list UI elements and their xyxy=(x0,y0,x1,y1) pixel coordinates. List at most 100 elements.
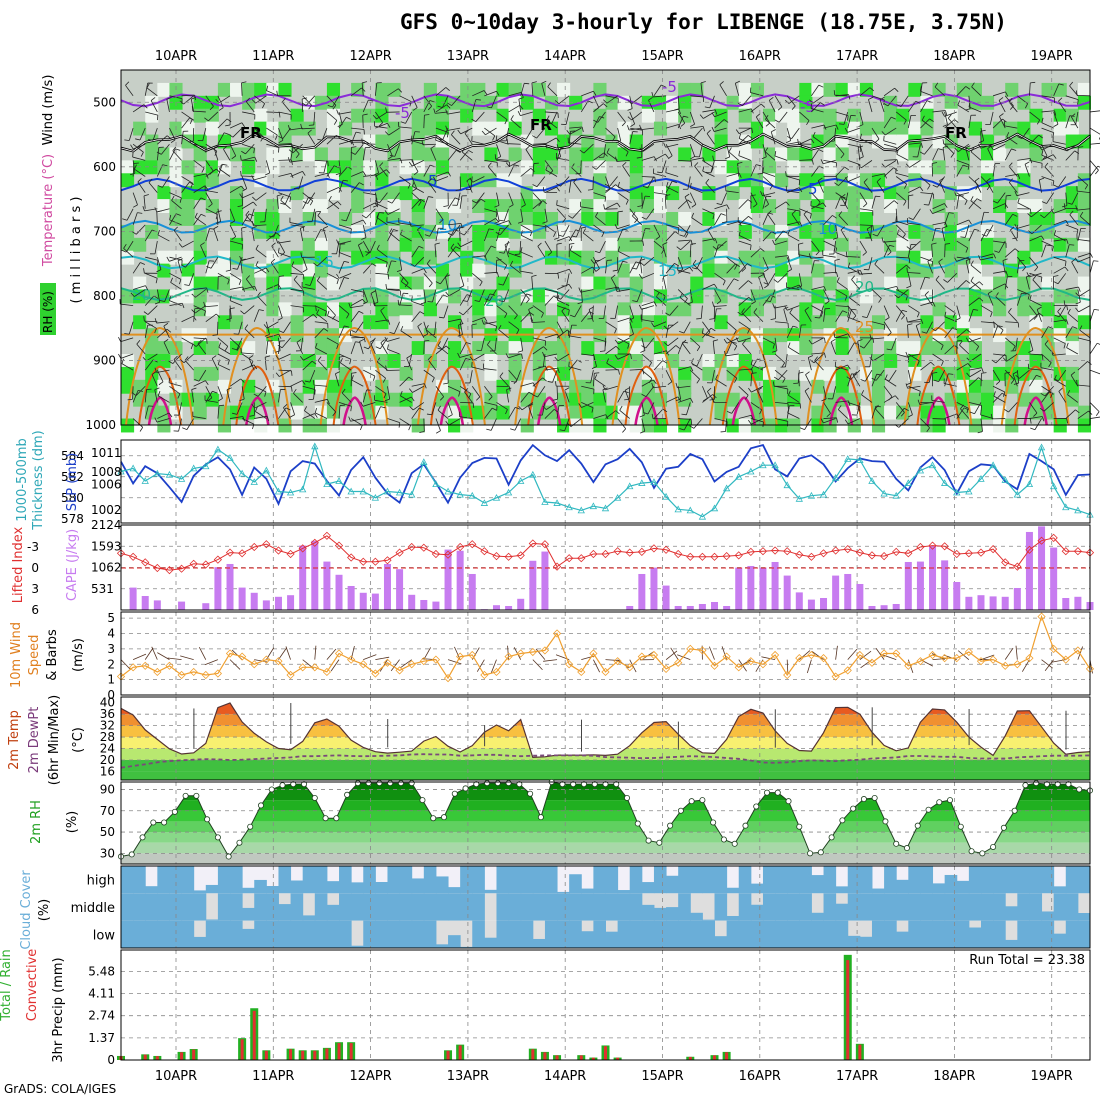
wind-barb-flag xyxy=(492,135,496,141)
lifted-index-point xyxy=(758,547,768,556)
wind-barb xyxy=(314,398,328,403)
rh-cell xyxy=(871,379,886,394)
wind-barb-flag xyxy=(602,385,606,391)
wind-barb-flag xyxy=(908,194,914,197)
rh-cell xyxy=(581,276,595,291)
rh-cell xyxy=(678,302,692,317)
wind-barb xyxy=(931,399,945,403)
wind-barb-flag xyxy=(581,126,584,132)
wind-barb xyxy=(580,206,594,210)
rh-cell xyxy=(302,237,316,252)
wind-barb xyxy=(1058,369,1067,382)
wind-barb-flag xyxy=(349,359,352,365)
wind-barb-flag xyxy=(313,262,318,267)
wind-barb-flag xyxy=(690,398,694,403)
wind-barb xyxy=(1004,248,1016,258)
wind-barb xyxy=(1065,409,1076,419)
wind-barb xyxy=(705,182,715,193)
wind-barb-flag xyxy=(433,108,436,114)
wind-barb xyxy=(1069,214,1079,226)
wind-barb-flag xyxy=(940,345,944,350)
wind-barb-flag xyxy=(1051,246,1054,252)
lifted-index-point xyxy=(383,556,392,565)
rh-cell xyxy=(399,289,413,304)
wind-barb-flag xyxy=(823,286,827,292)
wind-barb xyxy=(401,281,412,290)
wind-barb xyxy=(883,167,894,177)
wind-barb xyxy=(181,131,184,145)
wind-barb-flag xyxy=(479,281,483,287)
wind-barb xyxy=(895,224,906,235)
wind-barb-flag xyxy=(300,226,306,229)
wind-barb xyxy=(388,127,400,136)
wind-barb xyxy=(351,127,365,130)
cape-bar xyxy=(747,565,755,610)
wind-barb-flag xyxy=(245,210,250,216)
wind-barb-flag xyxy=(459,285,465,289)
rh-cell xyxy=(908,341,922,355)
wind-barb-flag xyxy=(799,221,803,227)
wind-barb xyxy=(377,361,388,371)
wind-barb-flag xyxy=(420,198,425,203)
wind-barb-flag xyxy=(393,229,399,232)
rh-cell xyxy=(496,108,510,123)
wind-barb xyxy=(1010,229,1018,242)
wind-barb-flag xyxy=(799,427,805,430)
rh-cell xyxy=(411,199,425,213)
wind-barb xyxy=(851,279,861,290)
wind-barb-flag xyxy=(275,355,280,360)
rh-cell xyxy=(435,160,450,175)
wind-barb xyxy=(643,256,655,266)
wind-barb-flag xyxy=(696,346,701,352)
wind-barb xyxy=(895,192,907,202)
rh-cell xyxy=(593,199,607,213)
wind-barb xyxy=(423,321,429,335)
wind-barb xyxy=(944,305,956,314)
rh-cell xyxy=(435,199,450,213)
wind-barb-flag xyxy=(737,161,743,164)
wind-barb xyxy=(503,208,509,222)
wind-barb-flag xyxy=(1041,150,1044,156)
wind-barb-flag xyxy=(894,87,899,92)
wind-barb xyxy=(956,86,967,97)
wind-barb xyxy=(412,402,425,411)
contour-label: 25 xyxy=(855,318,874,336)
wind-barb-flag xyxy=(241,122,245,128)
wind-barb xyxy=(290,289,304,292)
wind-barb xyxy=(581,266,593,274)
wind-barb-flag xyxy=(614,286,618,292)
wind-barb xyxy=(683,321,691,334)
thickness-point xyxy=(262,466,271,474)
wind-barb-flag xyxy=(1058,97,1063,102)
cape-bar xyxy=(335,574,343,610)
wind-barb xyxy=(363,192,377,196)
wind-barb xyxy=(544,295,554,306)
wind-barb xyxy=(362,240,370,253)
wind-speed-point xyxy=(565,660,574,669)
wind-barb xyxy=(920,361,931,371)
wind-barb-flag xyxy=(942,139,945,145)
wind-barb-flag xyxy=(993,391,996,397)
rh-cell xyxy=(339,121,353,136)
wind-barb-flag xyxy=(683,115,689,118)
wind-barb xyxy=(938,369,946,382)
wind-barb xyxy=(874,263,885,274)
wind-barb xyxy=(896,353,909,358)
wind-barb xyxy=(476,659,485,672)
wind-barb-flag xyxy=(139,427,144,432)
rh-cell xyxy=(593,121,607,136)
wind-barb xyxy=(928,192,933,206)
li-tick: 3 xyxy=(31,582,39,596)
wind-speed-point xyxy=(492,667,501,677)
wind-barb-flag xyxy=(818,84,824,88)
wind-barb-flag xyxy=(309,200,314,206)
wind-barb xyxy=(653,408,664,419)
rh-cell xyxy=(278,263,292,278)
wind-barb xyxy=(1071,192,1079,205)
wind-barb xyxy=(357,244,364,258)
wind-barb xyxy=(907,222,921,226)
wind-barb xyxy=(788,394,800,403)
wind-barb-flag xyxy=(728,147,732,153)
wind-barb xyxy=(883,395,896,403)
wind-barb-flag xyxy=(387,344,389,350)
